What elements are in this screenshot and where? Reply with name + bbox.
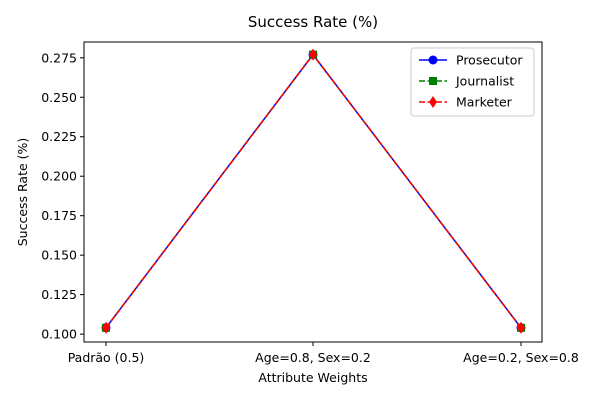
x-axis-label: Attribute Weights bbox=[258, 370, 367, 385]
legend-marker-journalist bbox=[429, 77, 437, 85]
data-point-marketer bbox=[102, 321, 110, 334]
plot-area: 0.100 0.125 0.150 0.175 0.200 0.225 0.250 0.275… bbox=[41, 41, 579, 365]
y-axis-label: Success Rate (%) bbox=[15, 138, 30, 247]
legend-marker-marketer bbox=[429, 96, 437, 108]
legend-label-prosecutor: Prosecutor bbox=[456, 53, 523, 68]
legend-label-marketer: Marketer bbox=[456, 95, 513, 110]
legend: Prosecutor Journalist Marketer bbox=[410, 47, 535, 117]
legend-marker-prosecutor bbox=[428, 55, 438, 65]
x-tick-label: Padrão (0.5) bbox=[68, 350, 145, 365]
y-tick-label: 0.150 bbox=[41, 248, 77, 263]
y-tick-label: 0.200 bbox=[41, 169, 77, 184]
legend-label-journalist: Journalist bbox=[455, 74, 514, 89]
legend-box bbox=[410, 47, 535, 117]
y-tick-label: 0.275 bbox=[41, 50, 77, 65]
y-tick-label: 0.175 bbox=[41, 208, 77, 223]
y-tick-label: 0.250 bbox=[41, 90, 77, 105]
y-tick-label: 0.225 bbox=[41, 129, 77, 144]
x-tick-label: Age=0.8, Sex=0.2 bbox=[255, 350, 371, 365]
y-tick-label: 0.100 bbox=[41, 327, 77, 342]
y-tick-label: 0.125 bbox=[41, 287, 77, 302]
data-point-marketer bbox=[517, 321, 525, 334]
chart-title: Success Rate (%) bbox=[248, 13, 378, 31]
x-tick-label: Age=0.2, Sex=0.8 bbox=[463, 350, 579, 365]
data-point-marketer bbox=[309, 48, 317, 61]
